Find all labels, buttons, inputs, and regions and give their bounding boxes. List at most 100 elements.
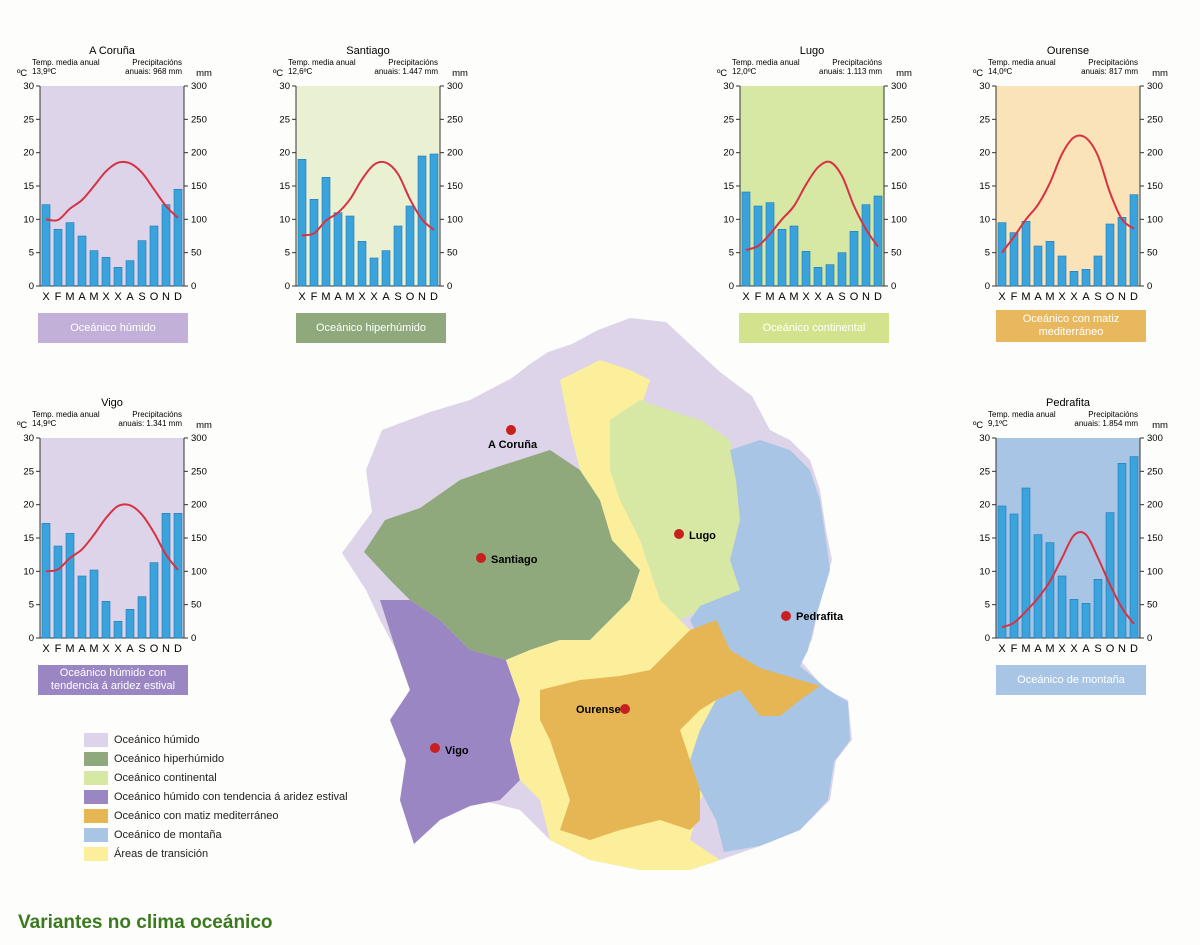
y-right-unit: mm xyxy=(896,68,912,79)
y-left-tick-label: 15 xyxy=(23,533,34,544)
y-right-tick-label: 300 xyxy=(1147,81,1163,92)
y-left-tick-label: 30 xyxy=(979,433,990,444)
city-dot-pedrafita xyxy=(781,611,791,621)
precip-bar xyxy=(101,601,111,639)
y-left-tick-label: 10 xyxy=(979,566,990,577)
city-label-lugo: Lugo xyxy=(689,530,716,542)
precip-bar xyxy=(861,204,871,287)
y-left-tick-label: 10 xyxy=(979,214,990,225)
month-label: S xyxy=(1094,643,1101,655)
y-right-tick-label: 200 xyxy=(891,148,907,159)
precip-bar xyxy=(113,267,123,287)
region-oceanico-mediterraneo xyxy=(540,620,820,840)
y-right-tick-label: 0 xyxy=(1147,281,1152,292)
y-left-tick-label: 25 xyxy=(979,466,990,477)
precip-bar xyxy=(173,513,183,639)
y-right-tick-label: 150 xyxy=(191,181,207,192)
climate-badge-vigo: Oceánico húmido con tendencia á aridez e… xyxy=(38,665,188,695)
precip-bar xyxy=(321,177,331,287)
temp-label: Temp. media anual xyxy=(988,58,1056,67)
precip-bar xyxy=(65,533,75,639)
y-right-tick-label: 250 xyxy=(191,114,207,125)
y-right-tick-label: 50 xyxy=(191,600,202,611)
month-label: M xyxy=(89,643,98,655)
y-right-tick-label: 200 xyxy=(1147,500,1163,511)
month-label: X xyxy=(998,643,1006,655)
month-label: A xyxy=(1082,643,1090,655)
y-right-tick-label: 150 xyxy=(1147,533,1163,544)
month-label: O xyxy=(850,291,859,303)
month-label: M xyxy=(345,291,354,303)
precip-bar xyxy=(381,250,391,287)
y-left-tick-label: 10 xyxy=(279,214,290,225)
temp-label-value: 12,6ºC xyxy=(288,67,312,76)
y-left-tick-label: 20 xyxy=(979,500,990,511)
precip-bar xyxy=(137,596,147,639)
y-left-tick-label: 25 xyxy=(979,114,990,125)
month-label: F xyxy=(1011,291,1018,303)
month-label: N xyxy=(1118,643,1126,655)
precip-bar xyxy=(101,257,111,287)
temperature-line xyxy=(745,160,879,251)
plot-background xyxy=(996,86,1140,286)
month-label: A xyxy=(1034,291,1042,303)
legend-label: Oceánico continental xyxy=(114,771,217,784)
month-label: X xyxy=(102,643,110,655)
precip-bar xyxy=(997,222,1007,287)
legend-label: Oceánico húmido xyxy=(114,733,200,746)
precip-bar xyxy=(1093,255,1103,287)
precip-bar xyxy=(849,231,859,287)
precip-bar xyxy=(1105,512,1115,639)
y-left-tick-label: 0 xyxy=(29,633,34,644)
month-label: X xyxy=(370,291,378,303)
legend-item: Áreas de transición xyxy=(84,844,348,863)
month-label: M xyxy=(1021,291,1030,303)
month-label: A xyxy=(382,291,390,303)
y-right-tick-label: 50 xyxy=(1147,600,1158,611)
month-label: A xyxy=(78,643,86,655)
y-right-tick-label: 100 xyxy=(191,214,207,225)
legend-item: Oceánico húmido con tendencia á aridez e… xyxy=(84,787,348,806)
precip-bar xyxy=(345,215,355,287)
precip-bar xyxy=(777,229,787,287)
precip-bar xyxy=(1021,221,1031,287)
precip-bar xyxy=(149,562,159,639)
y-left-tick-label: 25 xyxy=(23,114,34,125)
month-label: M xyxy=(1045,643,1054,655)
y-left-tick-label: 5 xyxy=(985,248,990,259)
y-right-tick-label: 250 xyxy=(191,466,207,477)
map-legend: Oceánico húmido Oceánico hiperhúmido Oce… xyxy=(84,730,348,863)
month-label: A xyxy=(826,291,834,303)
precip-bar xyxy=(137,240,147,287)
city-label-a-coruna: A Coruña xyxy=(488,439,538,451)
precip-bar xyxy=(405,205,415,287)
temp-label: Temp. media anual xyxy=(32,58,100,67)
month-label: X xyxy=(1070,291,1078,303)
precip-bar xyxy=(1069,271,1079,287)
month-label: X xyxy=(102,291,110,303)
city-label-santiago: Santiago xyxy=(491,554,538,566)
plot-background xyxy=(740,86,884,286)
precip-bar xyxy=(41,523,51,639)
precip-label: Precipitacións xyxy=(1088,58,1138,67)
y-right-tick-label: 50 xyxy=(891,248,902,259)
y-left-tick-label: 15 xyxy=(279,181,290,192)
y-right-tick-label: 0 xyxy=(191,633,196,644)
month-label: D xyxy=(174,291,182,303)
y-left-tick-label: 30 xyxy=(723,81,734,92)
month-label: A xyxy=(78,291,86,303)
y-right-tick-label: 150 xyxy=(191,533,207,544)
month-label: X xyxy=(802,291,810,303)
month-label: N xyxy=(862,291,870,303)
precip-label: Precipitacións xyxy=(132,410,182,419)
city-label-vigo: Vigo xyxy=(445,745,469,757)
y-left-tick-label: 5 xyxy=(285,248,290,259)
precip-bar xyxy=(77,575,87,639)
y-right-tick-label: 100 xyxy=(891,214,907,225)
y-right-tick-label: 200 xyxy=(447,148,463,159)
temperature-line xyxy=(45,160,179,222)
y-right-tick-label: 100 xyxy=(447,214,463,225)
y-left-tick-label: 30 xyxy=(979,81,990,92)
